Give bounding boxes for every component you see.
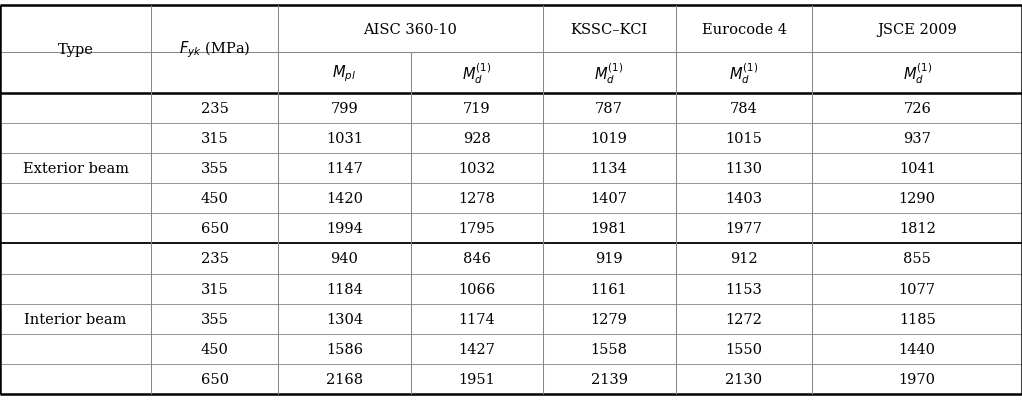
Text: 1994: 1994	[326, 222, 363, 236]
Text: 1290: 1290	[898, 192, 936, 206]
Text: 940: 940	[330, 252, 359, 266]
Text: 846: 846	[463, 252, 491, 266]
Text: 315: 315	[200, 132, 229, 146]
Text: 784: 784	[730, 101, 758, 115]
Text: 2139: 2139	[591, 372, 628, 386]
Text: 1278: 1278	[458, 192, 496, 206]
Text: 1077: 1077	[898, 282, 936, 296]
Text: JSCE 2009: JSCE 2009	[877, 23, 958, 36]
Text: 1019: 1019	[591, 132, 628, 146]
Text: 1420: 1420	[326, 192, 363, 206]
Text: 937: 937	[903, 132, 931, 146]
Text: 799: 799	[330, 101, 359, 115]
Text: 912: 912	[730, 252, 758, 266]
Text: AISC 360-10: AISC 360-10	[364, 23, 457, 36]
Text: 1134: 1134	[591, 162, 628, 176]
Text: 1586: 1586	[326, 342, 363, 356]
Text: $M_{pl}$: $M_{pl}$	[332, 63, 357, 84]
Text: 1427: 1427	[458, 342, 496, 356]
Text: 1272: 1272	[726, 312, 762, 326]
Text: 1041: 1041	[898, 162, 936, 176]
Text: 1031: 1031	[326, 132, 363, 146]
Text: 1403: 1403	[726, 192, 762, 206]
Text: $M_d^{(1)}$: $M_d^{(1)}$	[730, 61, 758, 86]
Text: $M_d^{(1)}$: $M_d^{(1)}$	[595, 61, 623, 86]
Text: 235: 235	[200, 101, 229, 115]
Text: Exterior beam: Exterior beam	[22, 162, 129, 176]
Text: 1981: 1981	[591, 222, 628, 236]
Text: 1279: 1279	[591, 312, 628, 326]
Text: 650: 650	[200, 372, 229, 386]
Text: 1558: 1558	[591, 342, 628, 356]
Text: Interior beam: Interior beam	[25, 312, 127, 326]
Text: 1147: 1147	[326, 162, 363, 176]
Text: 726: 726	[903, 101, 931, 115]
Text: $F_{yk}$ (MPa): $F_{yk}$ (MPa)	[179, 39, 250, 60]
Text: 1130: 1130	[726, 162, 762, 176]
Text: 1407: 1407	[591, 192, 628, 206]
Text: 928: 928	[463, 132, 491, 146]
Text: 355: 355	[200, 162, 229, 176]
Text: 1015: 1015	[726, 132, 762, 146]
Text: 2168: 2168	[326, 372, 363, 386]
Text: 919: 919	[595, 252, 623, 266]
Text: Type: Type	[57, 43, 94, 57]
Text: 855: 855	[903, 252, 931, 266]
Text: 787: 787	[595, 101, 623, 115]
Text: 1550: 1550	[726, 342, 762, 356]
Text: 1795: 1795	[458, 222, 496, 236]
Text: 1185: 1185	[898, 312, 936, 326]
Text: 650: 650	[200, 222, 229, 236]
Text: 719: 719	[463, 101, 491, 115]
Text: $M_d^{(1)}$: $M_d^{(1)}$	[902, 61, 932, 86]
Text: 1153: 1153	[726, 282, 762, 296]
Text: 1977: 1977	[726, 222, 762, 236]
Text: 1066: 1066	[458, 282, 496, 296]
Text: 355: 355	[200, 312, 229, 326]
Text: KSSC–KCI: KSSC–KCI	[570, 23, 648, 36]
Text: 1174: 1174	[459, 312, 495, 326]
Text: 450: 450	[200, 342, 229, 356]
Text: 1032: 1032	[458, 162, 496, 176]
Text: 315: 315	[200, 282, 229, 296]
Text: 1812: 1812	[898, 222, 936, 236]
Text: 450: 450	[200, 192, 229, 206]
Text: $M_d^{(1)}$: $M_d^{(1)}$	[462, 61, 492, 86]
Text: 1970: 1970	[898, 372, 936, 386]
Text: Eurocode 4: Eurocode 4	[701, 23, 787, 36]
Text: 1161: 1161	[591, 282, 628, 296]
Text: 235: 235	[200, 252, 229, 266]
Text: 1304: 1304	[326, 312, 363, 326]
Text: 1440: 1440	[898, 342, 936, 356]
Text: 2130: 2130	[726, 372, 762, 386]
Text: 1184: 1184	[326, 282, 363, 296]
Text: 1951: 1951	[459, 372, 495, 386]
